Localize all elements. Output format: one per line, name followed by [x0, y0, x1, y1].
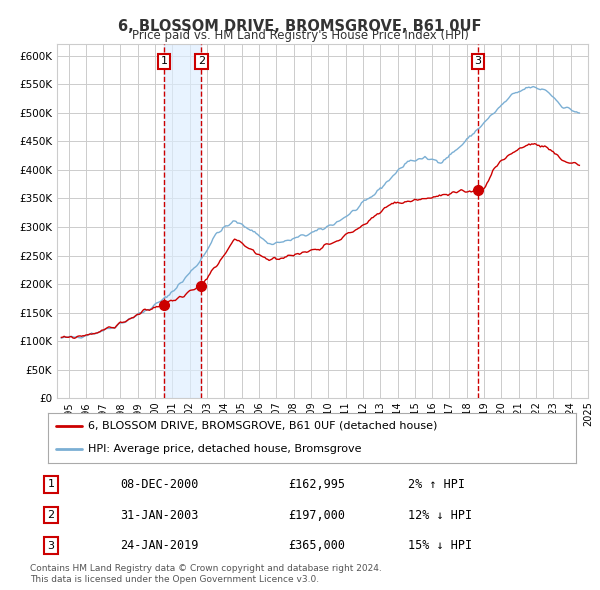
- Text: HPI: Average price, detached house, Bromsgrove: HPI: Average price, detached house, Brom…: [88, 444, 361, 454]
- Bar: [164, 44, 202, 398]
- Text: 15% ↓ HPI: 15% ↓ HPI: [408, 539, 472, 552]
- Text: 24-JAN-2019: 24-JAN-2019: [120, 539, 199, 552]
- Text: 2% ↑ HPI: 2% ↑ HPI: [408, 478, 465, 491]
- Text: 1: 1: [47, 480, 55, 489]
- Text: Price paid vs. HM Land Registry's House Price Index (HPI): Price paid vs. HM Land Registry's House …: [131, 30, 469, 42]
- Text: 3: 3: [475, 57, 482, 67]
- Text: Contains HM Land Registry data © Crown copyright and database right 2024.: Contains HM Land Registry data © Crown c…: [30, 565, 382, 573]
- Text: 6, BLOSSOM DRIVE, BROMSGROVE, B61 0UF: 6, BLOSSOM DRIVE, BROMSGROVE, B61 0UF: [118, 19, 482, 34]
- Text: 31-JAN-2003: 31-JAN-2003: [120, 509, 199, 522]
- Text: 2: 2: [198, 57, 205, 67]
- Text: £197,000: £197,000: [288, 509, 345, 522]
- Text: 3: 3: [47, 541, 55, 550]
- Text: 1: 1: [161, 57, 167, 67]
- Text: 6, BLOSSOM DRIVE, BROMSGROVE, B61 0UF (detached house): 6, BLOSSOM DRIVE, BROMSGROVE, B61 0UF (d…: [88, 421, 437, 431]
- Text: £365,000: £365,000: [288, 539, 345, 552]
- Text: 08-DEC-2000: 08-DEC-2000: [120, 478, 199, 491]
- Text: £162,995: £162,995: [288, 478, 345, 491]
- Text: 12% ↓ HPI: 12% ↓ HPI: [408, 509, 472, 522]
- Text: 2: 2: [47, 510, 55, 520]
- Text: This data is licensed under the Open Government Licence v3.0.: This data is licensed under the Open Gov…: [30, 575, 319, 584]
